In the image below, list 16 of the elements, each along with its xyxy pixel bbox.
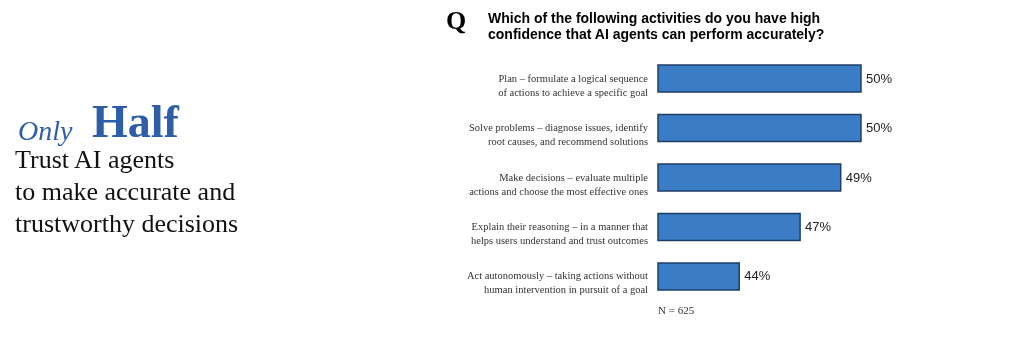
annotation: N = 625 (658, 304, 695, 316)
y-tick-label: Solve problems – diagnose issues, identify root causes, and recommend solutions (468, 122, 649, 148)
chart-title: Which of the following activities do you have high confidence that AI agents can perform accurately? (488, 10, 825, 42)
data-label: 49% (845, 169, 873, 185)
text: Trust AI agents to make accurate and trustworthy decisions (15, 145, 239, 238)
text: Half (92, 96, 180, 147)
data-label: 47% (805, 218, 832, 234)
text: Q (446, 6, 467, 35)
y-tick-label: Plan – formulate a logical sequence of actions to achieve a specific goal (498, 72, 649, 98)
y-tick-label: Act autonomously – taking actions without human intervention in pursuit of a goal (466, 270, 649, 296)
y-tick-label: Explain their reasoning – in a manner that helps users understand and trust outcomes (470, 220, 649, 246)
data-label: 44% (744, 268, 771, 284)
data-label: 50% (866, 70, 893, 86)
y-tick-label: Make decisions – evaluate multiple actions and choose the most effective ones (469, 171, 649, 197)
text: Only (18, 115, 73, 146)
data-label: 50% (866, 120, 893, 136)
